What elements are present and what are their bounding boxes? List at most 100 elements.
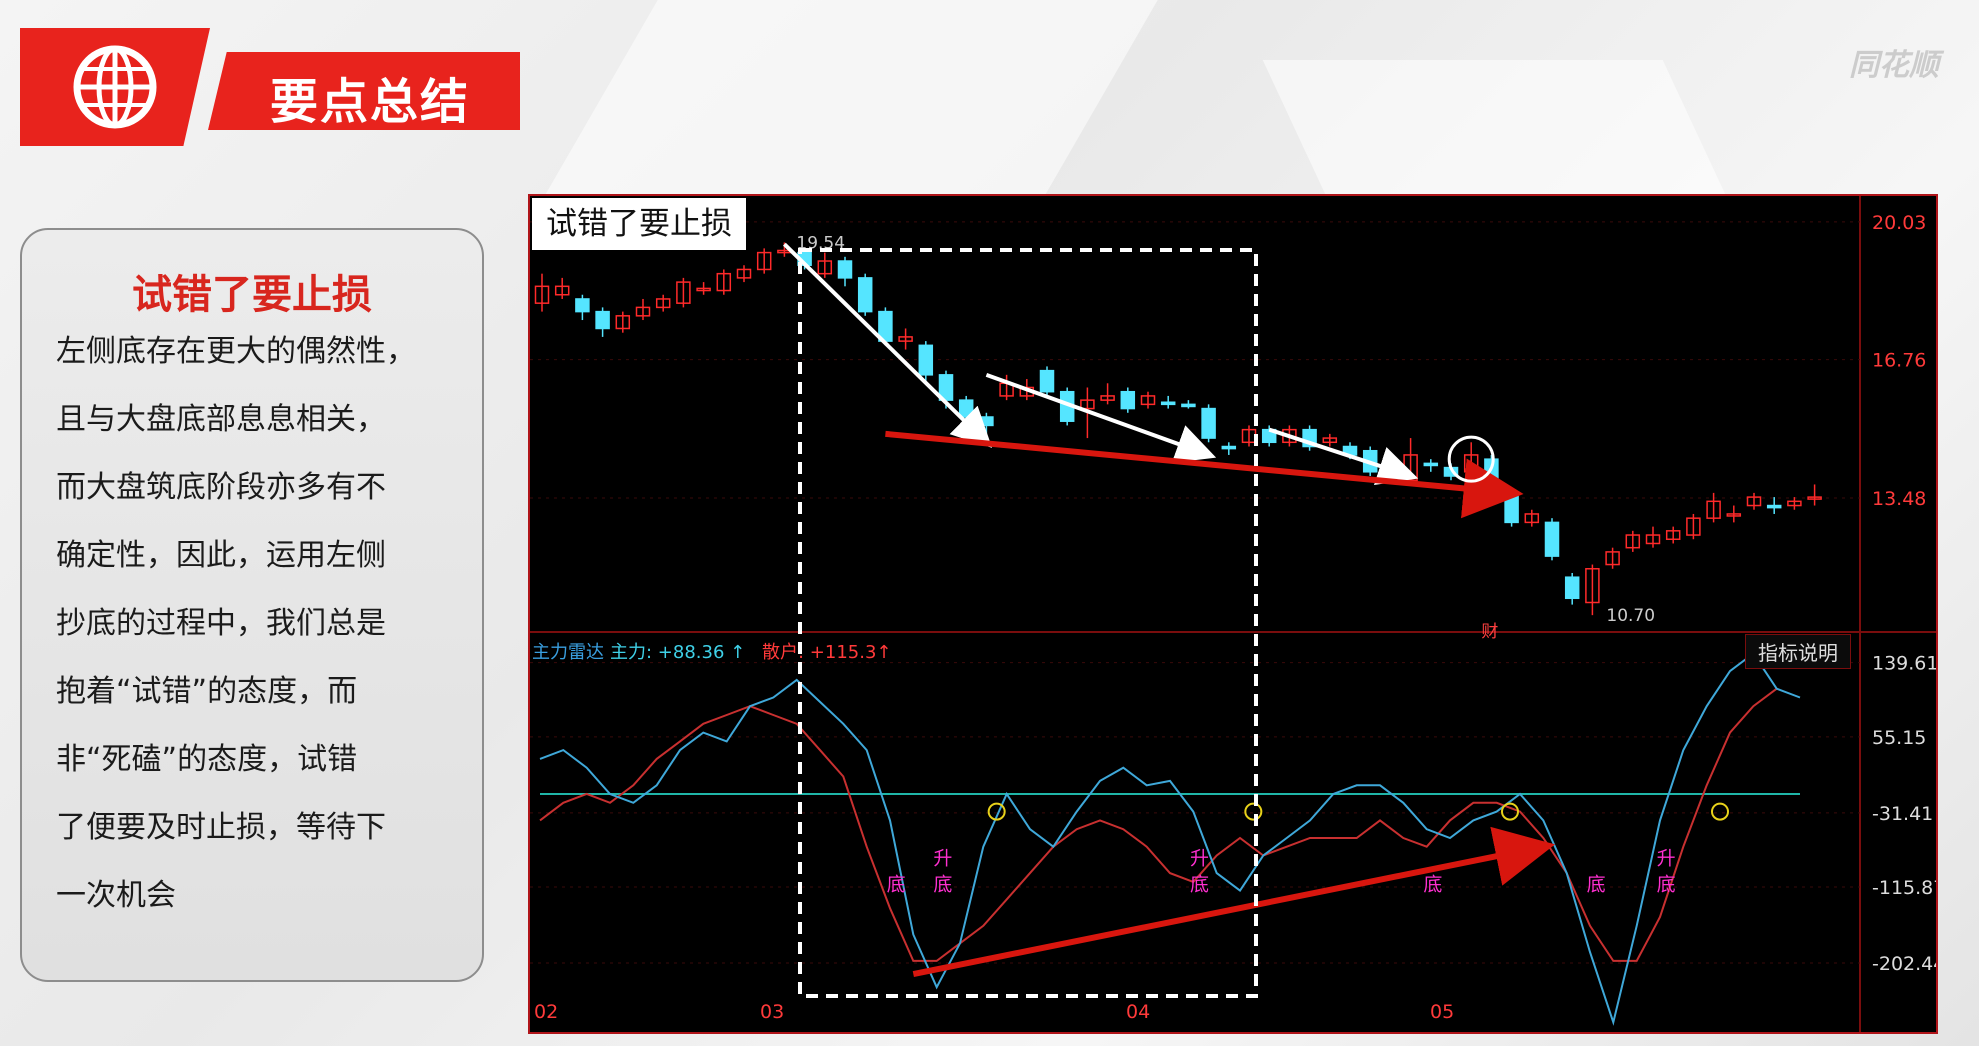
- candle-body: [615, 315, 631, 330]
- logo-block: [20, 28, 210, 146]
- candle-body: [1726, 513, 1742, 517]
- candle-body: [1625, 534, 1641, 549]
- stock-chart[interactable]: 20.03 16.76 13.48 139.61 55.15 -31.41 -115.87 -…: [530, 196, 1936, 1032]
- signal-label: 升: [1657, 847, 1676, 869]
- price-tick-label: 13.48: [1872, 488, 1926, 510]
- candle-body: [1504, 492, 1519, 524]
- main-force-value: 主力: +88.36 ↑: [610, 642, 745, 663]
- candle-body: [1201, 407, 1216, 439]
- summary-text: 左侧底存在更大的偶然性， 且与大盘底部息息相关， 而大盘筑底阶段亦多有不 确定性…: [56, 318, 416, 930]
- candle-body: [918, 344, 934, 376]
- indicator-divergence-arrow: [912, 826, 1556, 977]
- indicator-tick-label: -115.87: [1872, 877, 1936, 899]
- candle-body: [1100, 395, 1115, 401]
- candle-body: [676, 281, 691, 304]
- background-shard: [542, 0, 1158, 200]
- candle-body: [736, 268, 752, 279]
- header-banner: 要点总结: [20, 28, 520, 146]
- summary-title: 试错了要止损: [132, 272, 372, 318]
- candle-body: [575, 298, 590, 313]
- downtrend-arrow: [1268, 427, 1419, 486]
- candle-body: [1665, 530, 1681, 541]
- candle-body: [817, 260, 833, 275]
- low-label: 10.70: [1606, 606, 1655, 626]
- summary-line: 而大盘筑底阶段亦多有不: [56, 470, 386, 505]
- signal-label: 底: [1423, 874, 1442, 896]
- signal-label: 底: [933, 874, 952, 896]
- downtrend-arrow: [782, 242, 993, 448]
- price-tick-label: 20.03: [1872, 212, 1926, 234]
- candle-body: [1140, 395, 1156, 406]
- candle-body: [1524, 513, 1540, 524]
- indicator-help-button[interactable]: 指标说明: [1745, 634, 1851, 669]
- candle-body: [1807, 496, 1822, 500]
- candle-body: [595, 310, 610, 330]
- indicator-tick-label: -31.41: [1872, 803, 1933, 825]
- summary-line: 确定性，因此，运用左侧: [56, 538, 386, 573]
- candle-body: [1423, 462, 1439, 467]
- x-tick-label: 03: [760, 1001, 784, 1023]
- signal-circle: [987, 802, 1006, 821]
- candle-body: [1080, 399, 1095, 410]
- cai-label: 财: [1481, 622, 1498, 642]
- signal-label: 底: [887, 874, 906, 896]
- summary-line: 抱着“试错”的态度，而: [56, 674, 358, 709]
- candle-body: [1585, 568, 1600, 604]
- candle-body: [716, 272, 732, 292]
- signal-circle: [1244, 802, 1263, 821]
- candle-body: [1706, 500, 1721, 519]
- candle-body: [1181, 403, 1196, 408]
- candle-body: [1645, 534, 1661, 545]
- indicator-tick-label: 55.15: [1872, 727, 1926, 749]
- candle-body: [554, 285, 570, 296]
- candle-body: [756, 251, 772, 271]
- summary-line: 抄底的过程中，我们总是: [56, 606, 386, 641]
- page-title: 要点总结: [270, 74, 471, 130]
- globe-icon: [73, 45, 157, 129]
- summary-line: 非“死磕”的态度，试错: [56, 742, 358, 777]
- candle-body: [1605, 551, 1620, 566]
- summary-line: 左侧底存在更大的偶然性，: [56, 334, 416, 369]
- candle-body: [837, 260, 853, 279]
- signal-circle: [1711, 802, 1729, 821]
- main-force-line: [539, 652, 1801, 1026]
- indicator-name: 主力雷达: [532, 642, 604, 663]
- summary-line: 了便要及时止损，等待下: [56, 810, 386, 845]
- highlight-circle: [1447, 435, 1495, 483]
- candle-body: [534, 285, 550, 304]
- indicator-tick-label: 139.61: [1872, 653, 1936, 675]
- summary-line: 一次机会: [56, 878, 176, 913]
- x-tick-label: 04: [1126, 1001, 1150, 1023]
- candle-body: [1160, 401, 1176, 406]
- chart-label: 试错了要止损: [532, 198, 746, 250]
- signal-label: 底: [1657, 874, 1676, 896]
- candle-body: [1544, 521, 1560, 557]
- brand-logo: 同花顺: [1849, 48, 1939, 83]
- price-divergence-arrow: [885, 430, 1524, 519]
- candle-body: [898, 336, 913, 342]
- downtrend-arrow: [985, 372, 1217, 463]
- candle-body: [1564, 576, 1580, 600]
- signal-label: 底: [1190, 874, 1209, 896]
- indicator-tick-label: -202.44: [1872, 953, 1936, 975]
- candle-body: [1746, 496, 1762, 507]
- candle-body: [1322, 437, 1338, 444]
- candle-body: [958, 399, 974, 418]
- x-tick-label: 02: [534, 1001, 558, 1023]
- summary-line: 且与大盘底部息息相关，: [56, 402, 386, 437]
- retail-value: 散户: +115.3↑: [762, 642, 891, 663]
- summary-card: 试错了要止损 左侧底存在更大的偶然性， 且与大盘底部息息相关， 而大盘筑底阶段亦…: [20, 228, 484, 982]
- candle-body: [1039, 369, 1055, 393]
- price-tick-label: 16.76: [1872, 350, 1926, 372]
- stock-chart-panel[interactable]: 20.03 16.76 13.48 139.61 55.15 -31.41 -115.87 -…: [528, 194, 1938, 1034]
- signal-label: 底: [1587, 874, 1606, 896]
- title-block: [208, 52, 520, 130]
- signal-circle: [1501, 802, 1519, 821]
- signal-label: 升: [1190, 847, 1209, 869]
- candle-body: [979, 416, 994, 427]
- candle-body: [1787, 500, 1802, 507]
- candle-body: [635, 306, 651, 317]
- candle-body: [1686, 517, 1701, 536]
- retail-line: [539, 687, 1778, 962]
- candle-body: [1120, 390, 1136, 410]
